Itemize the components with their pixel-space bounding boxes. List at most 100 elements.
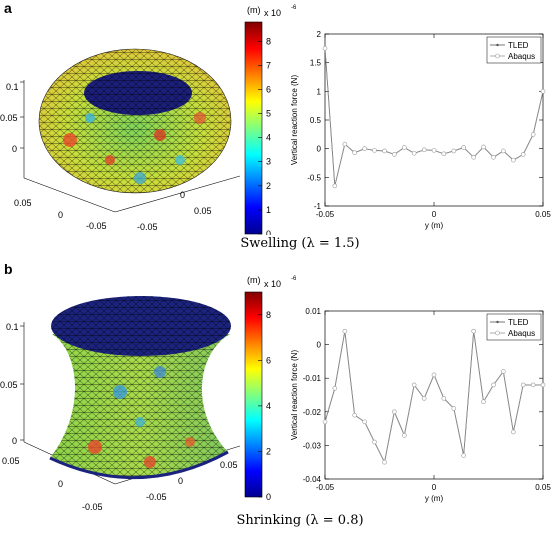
chart-a-abaqus-point — [372, 148, 377, 153]
chart-b-xlabel: y (m) — [425, 494, 444, 503]
panel-b-colorbar-unit: (m) — [247, 275, 261, 285]
chart-a-abaqus-point — [530, 132, 536, 137]
panel-b-right-tick-2: -0.05 — [146, 492, 167, 502]
panel-a-colorbar: (m) x 10 -6 8 7 6 5 4 3 2 1 0 — [244, 5, 297, 235]
chart-a-abaqus-point — [471, 154, 476, 160]
panel-a-axes-box — [20, 80, 241, 213]
chart-a-legend-marker-abaqus — [495, 53, 500, 59]
chart-b-abaqus-point — [372, 439, 377, 445]
panel-b-figure: 0.1 0.05 0 0.05 0 -0.05 0.05 0 -0.05 (m)… — [0, 275, 297, 512]
panel-a-colorbar-scale: x 10 — [264, 8, 281, 18]
chart-a-abaqus-point — [352, 150, 357, 155]
chart-a-abaqus-point — [451, 148, 457, 154]
chart-a-abaqus-point — [431, 148, 437, 153]
panel-a-caption: Swelling (λ = 1.5) — [240, 236, 360, 251]
chart-b-abaqus-point — [421, 396, 427, 401]
panel-a-colorbar-tick-7: 1 — [266, 205, 271, 215]
chart-a-y-tick-3: 0.5 — [310, 116, 322, 125]
panel-a-colorbar-tick-5: 3 — [266, 157, 271, 167]
chart-b-abaqus-point — [491, 382, 496, 388]
panel-b-right-tick-0: 0.05 — [220, 460, 238, 470]
panel-b-colorbar-tick-4: 0 — [266, 492, 271, 502]
chart-a-abaqus-point — [540, 89, 546, 94]
panel-a-colorbar-unit: (m) — [247, 5, 261, 15]
chart-a-abaqus-point — [392, 152, 397, 157]
chart-a-y-tick-0: 2 — [317, 30, 322, 39]
chart-b-ylabel: Vertical reaction force (N) — [290, 350, 299, 441]
chart-b-abaqus-point — [362, 419, 367, 425]
chart-b-abaqus-point — [441, 396, 447, 401]
chart-a-y-tick-2: 1 — [317, 87, 322, 96]
chart-a-abaqus-point — [520, 152, 526, 157]
panel-b-left-tick-0: 0.05 — [2, 456, 20, 466]
chart-a-abaqus-point — [342, 141, 348, 147]
chart-a-ylabel: Vertical reaction force (N) — [290, 75, 299, 166]
panel-b-z-tick-1: 0.05 — [0, 380, 18, 390]
chart-a-abaqus-point — [322, 46, 328, 51]
chart-b-y-tick-5: -0.04 — [303, 475, 322, 484]
chart-b-x-tick-1: 0 — [432, 483, 437, 492]
chart-b-legend-marker-abaqus — [495, 330, 500, 336]
chart-b-abaqus-point — [471, 328, 476, 334]
panel-b-right-tick-1: 0 — [178, 476, 183, 486]
panel-a-colorbar-tick-4: 4 — [266, 133, 271, 143]
chart-a-y-tick-5: -0.5 — [307, 173, 321, 182]
chart-b-abaqus-point — [322, 419, 328, 425]
chart-a-y-tick-1: 1.5 — [310, 59, 322, 68]
panel-a-colorbar-tick-2: 6 — [266, 84, 271, 94]
chart-b-abaqus-point — [520, 382, 526, 388]
chart-a-legend-label-tled: TLED — [508, 41, 529, 50]
chart-a-abaqus-point — [511, 157, 516, 163]
panel-a-colorbar-tick-0: 8 — [266, 36, 271, 46]
panel-a-z-tick-0: 0.1 — [6, 82, 19, 92]
panel-a-colorbar-tick-1: 7 — [266, 60, 271, 70]
chart-a-abaqus-point — [421, 147, 427, 153]
panel-a-colorbar-tick-8: 0 — [266, 229, 271, 235]
panel-a-left-tick-2: -0.05 — [86, 221, 107, 231]
panel-a-letter: a — [4, 0, 12, 16]
chart-a-abaqus-point — [491, 154, 496, 160]
chart-b-legend-marker-tled — [496, 320, 499, 324]
panel-a-left-tick-0: 0.05 — [14, 198, 32, 208]
chart-a-y-tick-4: 0 — [317, 145, 322, 154]
chart-a: 2 1.5 1 0.5 0 -0.5 -1-0.05 0 0.05 y (m) Vertical r… — [290, 30, 551, 230]
panel-b-z-tick-2: 0 — [12, 436, 17, 446]
chart-a-abaqus-point — [362, 146, 367, 151]
chart-b-abaqus-point — [392, 409, 397, 415]
panel-a-right-tick-0: 0.05 — [194, 206, 212, 216]
chart-b-y-tick-1: 0 — [317, 341, 322, 350]
panel-a-colorbar-exponent: -6 — [291, 5, 297, 11]
chart-a-abaqus-point — [402, 145, 407, 150]
chart-b: 0.01 0 -0.01 -0.02 -0.03 -0.04-0.05 0 0.05 y (m)… — [290, 307, 551, 503]
panel-b-caption: Shrinking (λ = 0.8) — [236, 513, 364, 528]
chart-a-x-tick-0: -0.05 — [316, 210, 335, 219]
panel-a-colorbar-tick-6: 2 — [266, 181, 271, 191]
panel-b-hourglass-surface — [49, 296, 231, 479]
chart-a-abaqus-point — [332, 183, 338, 189]
panel-b-colorbar-tick-0: 8 — [266, 310, 271, 320]
panel-a-colorbar-tick-3: 5 — [266, 109, 271, 119]
chart-b-legend — [486, 313, 542, 341]
chart-b-abaqus-point — [451, 406, 457, 411]
chart-b-abaqus-point — [461, 453, 466, 458]
panel-a-figure: 0.1 0.05 0 0.05 0 -0.05 0.05 0 -0.05 (m)… — [0, 5, 297, 235]
panel-b-colorbar-tick-3: 2 — [266, 446, 271, 456]
panel-a-right-tick-1: 0 — [180, 190, 185, 200]
panel-b-colorbar-exponent: -6 — [291, 276, 297, 282]
chart-b-abaqus-point — [352, 412, 357, 418]
panel-a-torus-surface — [38, 48, 232, 194]
panel-a-z-tick-1: 0.05 — [0, 113, 18, 123]
chart-b-abaqus-point — [342, 328, 348, 334]
panel-b-left-tick-2: -0.05 — [82, 502, 103, 512]
chart-b-abaqus-point — [481, 399, 486, 405]
chart-a-abaqus-point — [441, 151, 447, 157]
chart-b-y-tick-0: 0.01 — [305, 307, 321, 316]
panel-b-letter: b — [4, 261, 13, 277]
chart-b-abaqus-point — [402, 433, 407, 438]
panel-a-left-tick-1: 0 — [58, 210, 63, 220]
chart-b-y-tick-4: -0.03 — [303, 441, 322, 450]
panel-b-left-tick-1: 0 — [58, 479, 63, 489]
chart-b-legend-label-tled: TLED — [508, 318, 529, 327]
chart-b-x-tick-2: 0.05 — [535, 483, 551, 492]
panel-b-colorbar-tick-1: 6 — [266, 355, 271, 365]
